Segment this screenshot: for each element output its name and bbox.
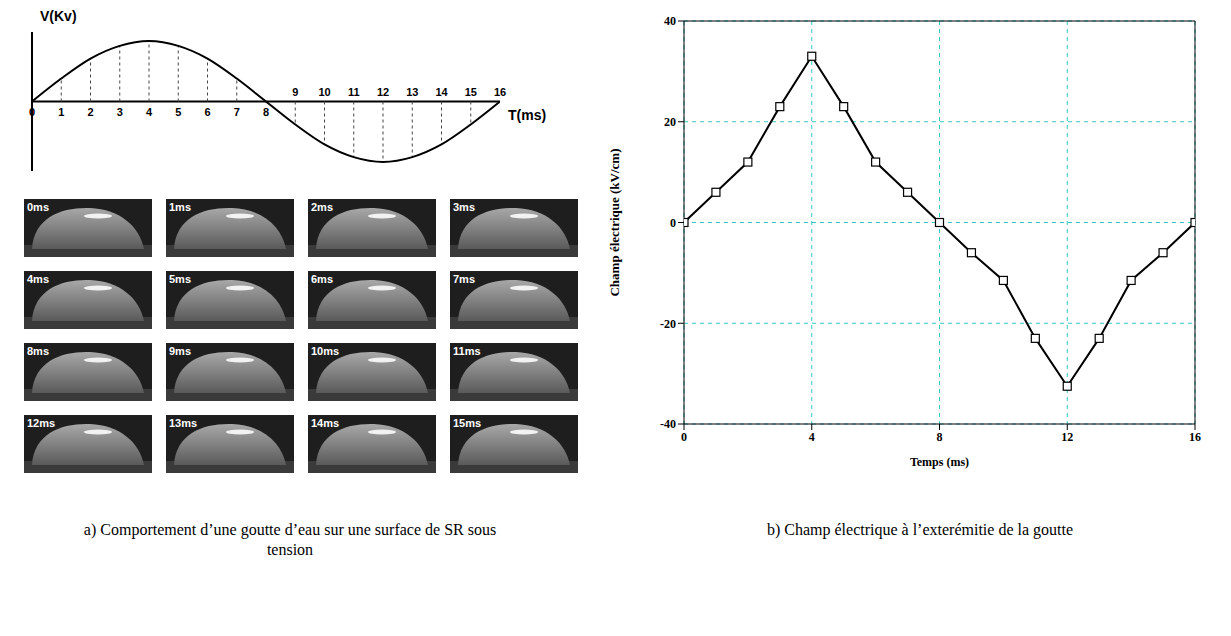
svg-text:6: 6 <box>204 106 210 118</box>
html-text:1ms: 1ms <box>169 201 191 213</box>
svg-text:3: 3 <box>117 106 123 118</box>
html-text:0ms: 0ms <box>27 201 49 213</box>
svg-text:5: 5 <box>175 106 181 118</box>
svg-text:10: 10 <box>318 86 330 98</box>
svg-text:9: 9 <box>292 86 298 98</box>
html-text:8ms: 8ms <box>27 345 49 357</box>
svg-text:4: 4 <box>146 106 153 118</box>
svg-text:8: 8 <box>937 430 943 444</box>
html-text:a) Comportement d’une goutte d: a) Comportement d’une goutte d’eau sur u… <box>83 521 497 558</box>
svg-text:Temps (ms): Temps (ms) <box>910 455 969 469</box>
svg-text:13: 13 <box>406 86 418 98</box>
html-text:15ms: 15ms <box>453 417 482 429</box>
svg-text:8: 8 <box>263 106 269 118</box>
svg-text:16: 16 <box>1189 430 1201 444</box>
svg-text:4: 4 <box>809 430 815 444</box>
svg-text:0: 0 <box>670 216 676 230</box>
svg-text:15: 15 <box>465 86 477 98</box>
html-text:9ms: 9ms <box>169 345 191 357</box>
svg-text:14: 14 <box>435 86 448 98</box>
html-text:10ms: 10ms <box>311 345 340 357</box>
svg-text:40: 40 <box>664 14 676 28</box>
svg-text:-40: -40 <box>660 417 676 431</box>
svg-text:0: 0 <box>681 430 687 444</box>
html-text:2ms: 2ms <box>311 201 333 213</box>
html-text:13ms: 13ms <box>169 417 198 429</box>
html-text:b) Champ électrique à l’exteré: b) Champ électrique à l’exterémitie de l… <box>767 521 1073 538</box>
html-text:4ms: 4ms <box>27 273 49 285</box>
html-text:V(Kv): V(Kv) <box>40 8 77 24</box>
svg-text:16: 16 <box>494 86 506 98</box>
svg-text:-20: -20 <box>660 317 676 331</box>
html-text:7ms: 7ms <box>453 273 475 285</box>
html-text:12ms: 12ms <box>27 417 56 429</box>
svg-text:20: 20 <box>664 115 676 129</box>
svg-text:2: 2 <box>87 106 93 118</box>
svg-text:7: 7 <box>234 106 240 118</box>
html-text:3ms: 3ms <box>453 201 475 213</box>
html-text:5ms: 5ms <box>169 273 191 285</box>
svg-text:12: 12 <box>1061 430 1073 444</box>
html-text:14ms: 14ms <box>311 417 340 429</box>
svg-text:1: 1 <box>58 106 64 118</box>
svg-text:11: 11 <box>348 86 360 98</box>
svg-text:0: 0 <box>29 106 35 118</box>
svg-text:12: 12 <box>377 86 389 98</box>
html-text:11ms: 11ms <box>453 345 481 357</box>
html-text:6ms: 6ms <box>311 273 333 285</box>
svg-text:Champ électrique (kV/cm): Champ électrique (kV/cm) <box>607 148 622 296</box>
svg-text:T(ms): T(ms) <box>508 107 546 123</box>
